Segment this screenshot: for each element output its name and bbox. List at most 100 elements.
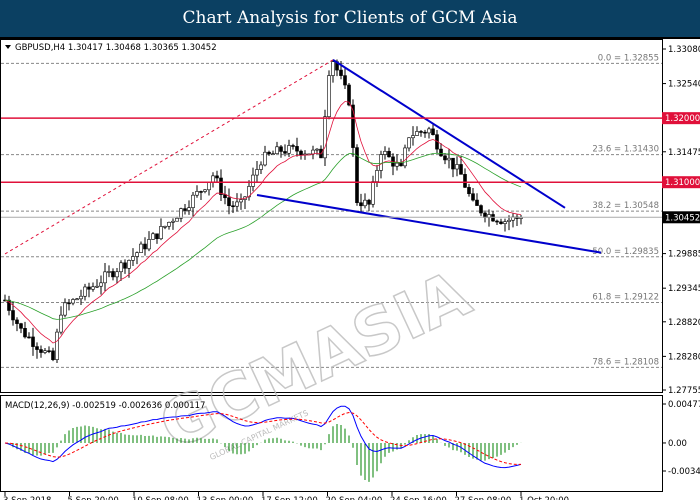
macd-line (4, 405, 522, 469)
candle-body (419, 131, 423, 133)
candle-body (295, 146, 299, 152)
candle-body (79, 295, 83, 300)
macd-signal-line (4, 412, 522, 465)
candle-body (135, 252, 139, 257)
candle-body (23, 328, 27, 338)
macd-y-tick-label: 0.004775 (668, 400, 700, 410)
fib-label: 0.0 = 1.32855 (598, 53, 659, 63)
trendline (256, 194, 602, 254)
current-price-label: 1.30452 (665, 213, 700, 223)
candle-body (431, 128, 435, 135)
candle-body (351, 104, 355, 148)
candle-body (259, 164, 263, 170)
current-price-bg (662, 211, 700, 224)
x-tick-label: 20 Sep 04:00 (326, 496, 383, 500)
candle-body (403, 147, 407, 167)
candle-body (367, 199, 371, 205)
candle-body (227, 197, 231, 207)
candle-body (327, 75, 331, 117)
candle-body (215, 175, 219, 179)
candle-body (199, 191, 203, 193)
y-tick-label: 1.32540 (668, 80, 700, 90)
candle-body (459, 164, 463, 175)
candle-body (87, 286, 91, 290)
candle-body (19, 323, 23, 329)
candle-body (343, 75, 347, 86)
price-label-bg (662, 176, 700, 189)
y-tick-label: 1.28280 (668, 352, 700, 362)
candle-body (411, 135, 415, 139)
candle-body (159, 226, 163, 240)
watermark-logo: GCMASIA (149, 257, 482, 465)
candle-body (407, 137, 411, 149)
candle-body (263, 151, 267, 166)
candle-body (95, 285, 99, 288)
candle-body (323, 116, 327, 159)
candle-body (239, 199, 243, 203)
candle-body (171, 220, 175, 223)
candle-body (15, 319, 19, 324)
candle-body (43, 350, 47, 353)
candle-body (175, 217, 179, 222)
candle-body (139, 243, 143, 253)
candle-body (123, 262, 127, 269)
candle-body (107, 271, 111, 273)
candle-body (75, 298, 79, 301)
candle-body (331, 61, 335, 76)
candle-body (211, 175, 215, 183)
symbol-header: GBPUSD,H4 1.30417 1.30468 1.30365 1.3045… (15, 43, 217, 53)
candle-body (355, 147, 359, 204)
macd-header: MACD(12,26,9) -0.002519 -0.002636 0.0001… (5, 401, 205, 411)
fib-label: 23.6 = 1.31430 (592, 145, 659, 155)
candle-body (439, 148, 443, 157)
candle-body (47, 350, 51, 353)
page-title: Chart Analysis for Clients of GCM Asia (0, 0, 700, 39)
x-tick-label: 24 Sep 16:00 (390, 496, 447, 500)
candle-body (219, 177, 223, 195)
candle-body (463, 174, 467, 188)
candle-body (415, 131, 419, 136)
candle-body (475, 199, 479, 206)
candle-body (83, 286, 87, 297)
candle-body (503, 221, 507, 224)
candle-body (287, 145, 291, 154)
candle-body (447, 157, 451, 161)
trendline (332, 59, 566, 209)
x-tick-label: 10 Sep 08:00 (132, 496, 189, 500)
candle-body (443, 155, 447, 161)
candle-body (291, 145, 295, 147)
candle-body (279, 146, 283, 152)
dropdown-triangle-icon (5, 45, 11, 49)
candle-body (383, 151, 387, 155)
candle-body (179, 208, 183, 219)
candle-body (375, 170, 379, 182)
candle-body (63, 302, 67, 316)
candle-body (27, 336, 31, 339)
candle-body (271, 153, 275, 156)
candle-body (143, 243, 147, 250)
candle-body (155, 233, 159, 240)
candle-body (251, 174, 255, 187)
candle-body (495, 220, 499, 223)
candle-body (103, 271, 107, 284)
candle-body (379, 154, 383, 171)
y-tick-label: 1.27755 (668, 386, 700, 396)
candle-body (311, 149, 315, 155)
candle-body (195, 191, 199, 196)
x-tick-label: 1 Oct 20:00 (519, 496, 569, 500)
candle-body (67, 302, 71, 305)
price-label-bg (662, 112, 700, 125)
candle-body (187, 207, 191, 211)
candle-body (11, 310, 15, 321)
candle-body (283, 151, 287, 154)
candle-body (163, 225, 167, 228)
candle-body (507, 219, 511, 222)
candle-body (347, 84, 351, 106)
candle-body (231, 205, 235, 208)
candle-body (127, 260, 131, 269)
x-tick-label: 27 Sep 08:00 (455, 496, 512, 500)
candle-body (395, 162, 399, 167)
candle-body (115, 271, 119, 278)
fib-label: 78.6 = 1.28108 (592, 357, 659, 367)
price-level-label: 1.31000 (665, 178, 700, 188)
